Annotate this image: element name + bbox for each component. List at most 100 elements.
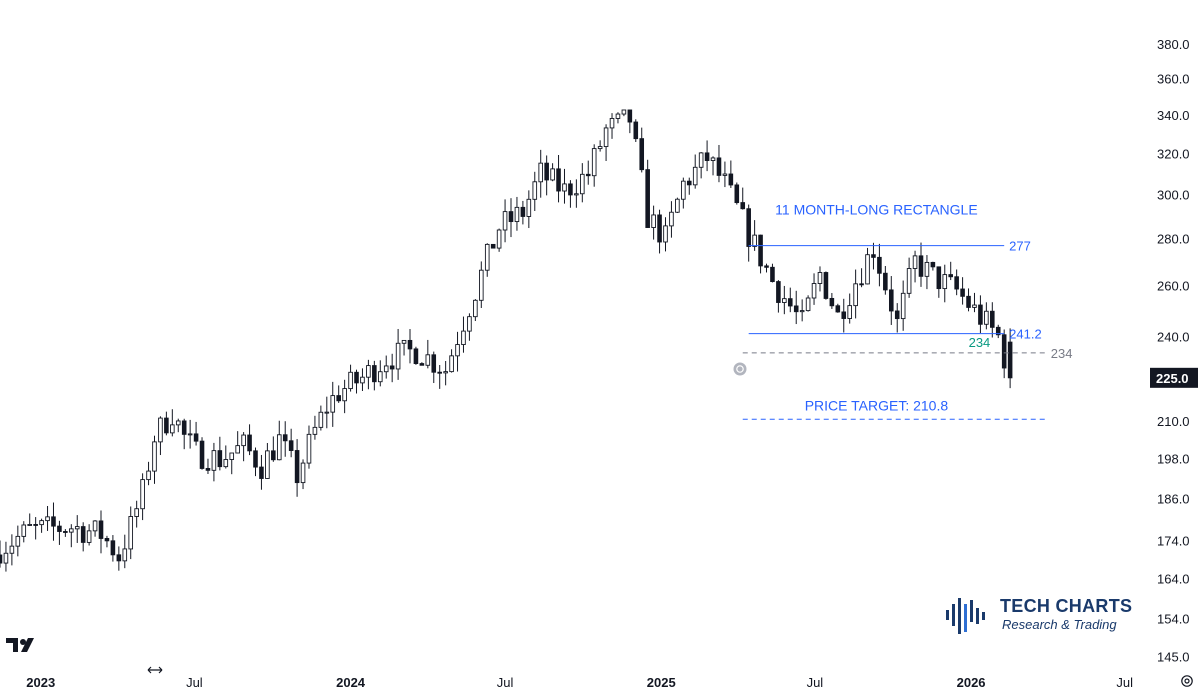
candle xyxy=(663,217,668,252)
candle xyxy=(336,385,341,403)
candle-body xyxy=(152,441,157,472)
candle xyxy=(793,290,799,325)
candle xyxy=(265,442,270,480)
candle-body xyxy=(669,211,674,227)
candle xyxy=(942,264,948,303)
candle-body xyxy=(520,206,526,217)
x-tick-label: Jul xyxy=(497,675,514,690)
candle xyxy=(906,257,912,298)
y-tick-label: 300.0 xyxy=(1157,187,1190,202)
candle xyxy=(45,505,50,531)
candle-body xyxy=(728,173,734,186)
x-tick-label: 2024 xyxy=(336,675,366,690)
candle xyxy=(740,187,746,210)
candle xyxy=(764,263,769,273)
candle xyxy=(704,140,710,172)
candle-body xyxy=(110,540,116,556)
candle xyxy=(799,299,805,322)
candle xyxy=(520,200,526,225)
candle xyxy=(936,266,942,298)
candle xyxy=(930,261,936,271)
candle-body xyxy=(562,183,567,192)
x-tick-label: 2026 xyxy=(957,675,986,690)
candle xyxy=(92,520,98,537)
candle xyxy=(74,515,80,543)
y-tick-label: 260.0 xyxy=(1157,278,1190,293)
candle-body xyxy=(770,266,775,283)
candle-body xyxy=(395,342,401,370)
candle-body xyxy=(580,173,585,195)
candle-body xyxy=(51,516,56,527)
candle-body xyxy=(294,450,300,484)
x-tick-label: Jul xyxy=(186,675,203,690)
candle xyxy=(972,292,977,313)
candle-body xyxy=(1001,334,1007,369)
candle-body xyxy=(211,450,217,471)
candle xyxy=(883,265,888,295)
candle-body xyxy=(235,445,240,454)
candle xyxy=(187,419,193,449)
candle xyxy=(758,234,763,274)
candle xyxy=(98,510,104,554)
candle-body xyxy=(853,283,858,307)
candle-body xyxy=(550,168,555,181)
alert-icon[interactable] xyxy=(733,362,747,376)
candle-body xyxy=(532,181,538,200)
candle-body xyxy=(615,113,621,119)
candle xyxy=(425,339,431,369)
candle xyxy=(847,293,852,324)
candle xyxy=(746,204,751,262)
x-tick-label: 2023 xyxy=(26,675,55,690)
candle xyxy=(0,540,3,568)
candle-body xyxy=(15,535,21,547)
candle-body xyxy=(942,274,948,290)
candle xyxy=(39,518,44,533)
candle xyxy=(1007,328,1013,389)
candle xyxy=(716,144,722,183)
y-tick-label: 280.0 xyxy=(1157,231,1190,246)
candle xyxy=(217,436,223,471)
candle-body xyxy=(883,272,888,291)
candle-body xyxy=(984,310,989,325)
candle-body xyxy=(33,524,38,526)
candle-body xyxy=(538,162,544,183)
candle xyxy=(324,396,330,429)
candle-body xyxy=(175,420,181,426)
candle-body xyxy=(912,255,918,269)
candle-body xyxy=(805,297,811,312)
candle-body xyxy=(413,348,419,365)
candle-body xyxy=(122,548,128,562)
candle-body xyxy=(722,173,728,176)
price-axis[interactable]: 380.0 360.0 340.0 320.0 300.0 280.0 260.0 240.0… xyxy=(1150,37,1198,665)
candle xyxy=(431,351,437,384)
candle xyxy=(181,418,187,450)
candle-body xyxy=(633,121,639,140)
time-axis[interactable]: 2023 Jul 2024 Jul 2025 Jul 2026 Jul xyxy=(26,675,1133,690)
candle xyxy=(990,302,995,338)
candle xyxy=(407,329,413,364)
horizontal-scroll-icon[interactable] xyxy=(147,666,163,674)
candle xyxy=(508,198,514,238)
candle-body xyxy=(663,225,668,243)
candle xyxy=(3,541,9,572)
gear-icon[interactable] xyxy=(1180,674,1194,688)
candle xyxy=(770,263,775,283)
candle xyxy=(300,459,306,490)
candle-body xyxy=(437,371,442,374)
candle-body xyxy=(948,274,953,278)
candle-body xyxy=(0,554,3,564)
candle xyxy=(835,303,841,313)
candle xyxy=(538,149,544,198)
candle xyxy=(490,243,496,249)
candle xyxy=(395,328,401,380)
candle xyxy=(455,331,460,372)
candle xyxy=(413,346,419,365)
candle xyxy=(544,155,549,196)
candle-body xyxy=(377,371,383,383)
candle xyxy=(342,379,347,414)
candle xyxy=(21,521,27,543)
candle-body xyxy=(639,138,645,171)
candle xyxy=(574,179,579,208)
tradingview-logo-icon[interactable] xyxy=(6,636,38,659)
